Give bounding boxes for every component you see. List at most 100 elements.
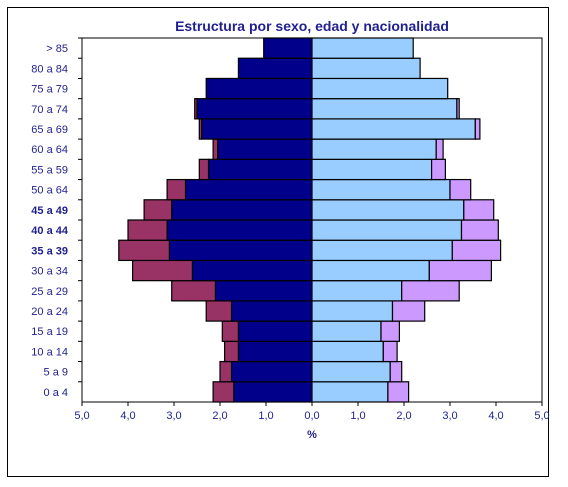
bar-right-inner xyxy=(311,320,382,342)
x-tick-label: 5,0 xyxy=(74,410,89,422)
bar-left-inner xyxy=(191,259,313,282)
x-tick-label: 1,0 xyxy=(350,410,365,422)
bar-left-inner xyxy=(184,178,313,201)
bar-left-outer xyxy=(143,199,173,221)
bar-left-outer xyxy=(127,219,168,241)
bar-left-inner xyxy=(263,37,313,59)
category-label: 60 a 64 xyxy=(31,144,68,156)
bar-right-inner xyxy=(311,199,465,221)
bar-left-inner xyxy=(233,381,313,403)
bar-right-inner xyxy=(311,158,433,181)
bar-left-outer xyxy=(212,138,219,160)
bar-left-inner xyxy=(201,118,313,140)
category-label: 35 a 39 xyxy=(31,245,68,257)
x-tick-label: 2,0 xyxy=(212,410,227,422)
bar-left-outer xyxy=(224,340,240,363)
category-label: 10 a 14 xyxy=(31,346,68,358)
bar-right-inner xyxy=(311,239,453,262)
bar-right-inner xyxy=(311,381,389,403)
bar-left-outer xyxy=(205,300,233,322)
x-axis-label: % xyxy=(307,429,317,441)
category-label: 75 a 79 xyxy=(31,84,68,96)
bar-left-outer xyxy=(194,98,198,120)
category-label: 55 a 59 xyxy=(31,164,68,176)
category-label: 20 a 24 xyxy=(31,306,68,318)
bar-left-outer xyxy=(219,360,233,383)
bar-right-inner xyxy=(311,219,463,241)
bar-left-outer xyxy=(118,239,171,262)
bar-right-outer xyxy=(389,360,403,383)
bar-right-inner xyxy=(311,98,458,120)
x-tick-label: 4,0 xyxy=(488,410,503,422)
bar-left-outer xyxy=(212,381,235,403)
x-tick-label: 3,0 xyxy=(442,410,457,422)
x-tick-label: 3,0 xyxy=(166,410,181,422)
bar-left-outer xyxy=(171,280,216,302)
x-tick-label: 4,0 xyxy=(120,410,135,422)
bar-left-inner xyxy=(214,280,313,302)
bar-left-inner xyxy=(171,199,313,221)
bar-left-inner xyxy=(166,219,313,241)
bar-right-outer xyxy=(474,118,481,140)
bar-right-inner xyxy=(311,259,430,282)
category-label: 25 a 29 xyxy=(31,286,68,298)
bar-right-outer xyxy=(380,320,400,342)
bar-right-inner xyxy=(311,178,451,201)
category-label: 15 a 19 xyxy=(31,326,68,338)
chart-title: Estructura por sexo, edad y nacionalidad xyxy=(175,18,449,34)
bar-left-outer xyxy=(166,178,187,201)
bar-left-inner xyxy=(237,320,313,342)
bar-right-outer xyxy=(460,219,499,241)
bar-right-outer xyxy=(451,239,502,262)
bar-left-inner xyxy=(196,98,313,120)
bar-right-inner xyxy=(311,57,421,80)
bar-left-inner xyxy=(168,239,313,262)
bar-right-outer xyxy=(435,138,444,160)
x-tick-label: 5,0 xyxy=(534,410,549,422)
category-label: 30 a 34 xyxy=(31,266,68,278)
bar-left-outer xyxy=(221,320,240,342)
bar-left-inner xyxy=(230,300,313,322)
bar-left-inner xyxy=(207,158,313,181)
bar-left-inner xyxy=(217,138,313,160)
bar-right-outer xyxy=(387,381,410,403)
bar-right-inner xyxy=(311,118,476,140)
x-axis: 5,0 4,0 3,0 2,0 1,0 0,0 1,0 2,0 3,0 4,0 5,0 xyxy=(74,401,550,422)
category-label: > 85 xyxy=(46,43,68,55)
bar-left-inner xyxy=(205,77,313,100)
category-label: 65 a 69 xyxy=(31,124,68,136)
category-label: 40 a 44 xyxy=(31,225,69,237)
bar-right-outer xyxy=(463,199,495,221)
bar-right-outer xyxy=(401,280,460,302)
category-label: 70 a 74 xyxy=(31,104,68,116)
category-label: 45 a 49 xyxy=(31,205,68,217)
bar-right-outer xyxy=(449,178,472,201)
bar-right-outer xyxy=(391,300,426,322)
bar-left-inner xyxy=(230,360,313,383)
category-label: 0 a 4 xyxy=(44,387,68,399)
bar-right-inner xyxy=(311,37,414,59)
bar-right-outer xyxy=(428,259,492,282)
bar-left-inner xyxy=(237,57,313,80)
category-label: 80 a 84 xyxy=(31,63,68,75)
bars-group xyxy=(118,37,502,403)
bar-right-inner xyxy=(311,300,394,322)
bar-right-inner xyxy=(311,360,391,383)
bar-right-outer xyxy=(382,340,398,363)
category-label: 5 a 9 xyxy=(44,367,68,379)
x-tick-label: 0,0 xyxy=(304,410,319,422)
bar-left-outer xyxy=(198,118,203,140)
bar-right-outer xyxy=(431,158,447,181)
bar-left-inner xyxy=(237,340,313,363)
category-label: 50 a 64 xyxy=(31,185,68,197)
category-labels: 0 a 4 5 a 9 10 a 14 15 a 19 20 a 24 25 a 29 30… xyxy=(31,37,82,399)
bar-right-inner xyxy=(311,77,449,100)
x-tick-label: 1,0 xyxy=(258,410,273,422)
bar-right-outer xyxy=(456,98,460,120)
bar-right-inner xyxy=(311,340,384,363)
bar-left-outer xyxy=(198,158,210,181)
bar-right-inner xyxy=(311,280,403,302)
bar-right-inner xyxy=(311,138,437,160)
bar-left-outer xyxy=(132,259,194,282)
